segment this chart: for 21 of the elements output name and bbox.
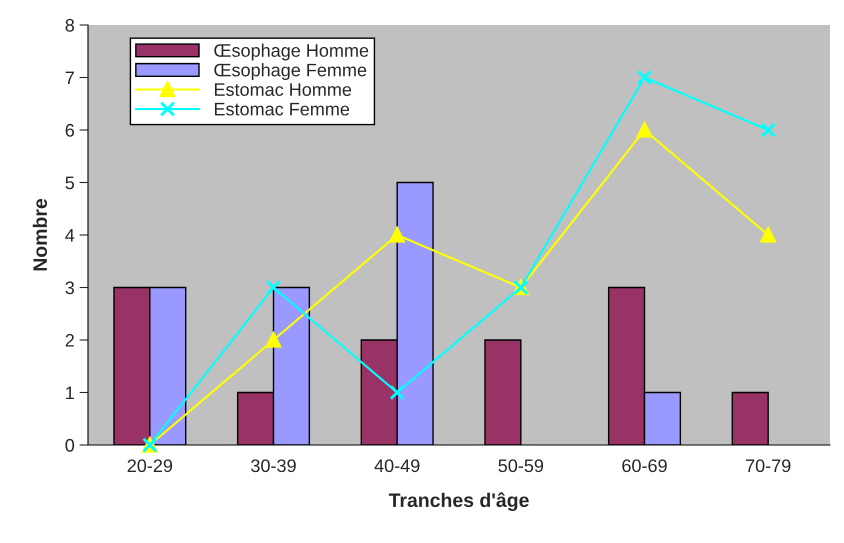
legend-label: Estomac Femme: [214, 102, 350, 116]
legend-label: Œsophage Homme: [214, 44, 368, 60]
x-tick-label: 20-29: [128, 459, 172, 472]
x-tick-label: 50-59: [498, 459, 544, 472]
y-tick-label: 1: [66, 386, 74, 400]
x-axis-title: Tranches d'âge: [388, 492, 529, 512]
x-tick-label: 40-49: [374, 459, 420, 472]
y-tick-label: 2: [66, 334, 74, 347]
y-axis-title: Nombre: [32, 198, 48, 270]
y-tick-label: 0: [65, 438, 74, 452]
x-tick-label: 60-69: [622, 459, 667, 472]
y-tick-label: 3: [65, 281, 74, 294]
y-tick-label: 7: [66, 72, 74, 84]
x-tick-label: 30-39: [251, 459, 296, 472]
x-tick-label: 70-79: [746, 459, 790, 472]
y-tick-label: 8: [66, 18, 74, 32]
y-tick-label: 4: [65, 229, 74, 242]
legend-label: Estomac Homme: [214, 83, 352, 96]
y-tick-label: 5: [65, 176, 74, 190]
y-tick-label: 6: [66, 124, 74, 137]
legend-label: Œsophage Femme: [214, 63, 366, 80]
